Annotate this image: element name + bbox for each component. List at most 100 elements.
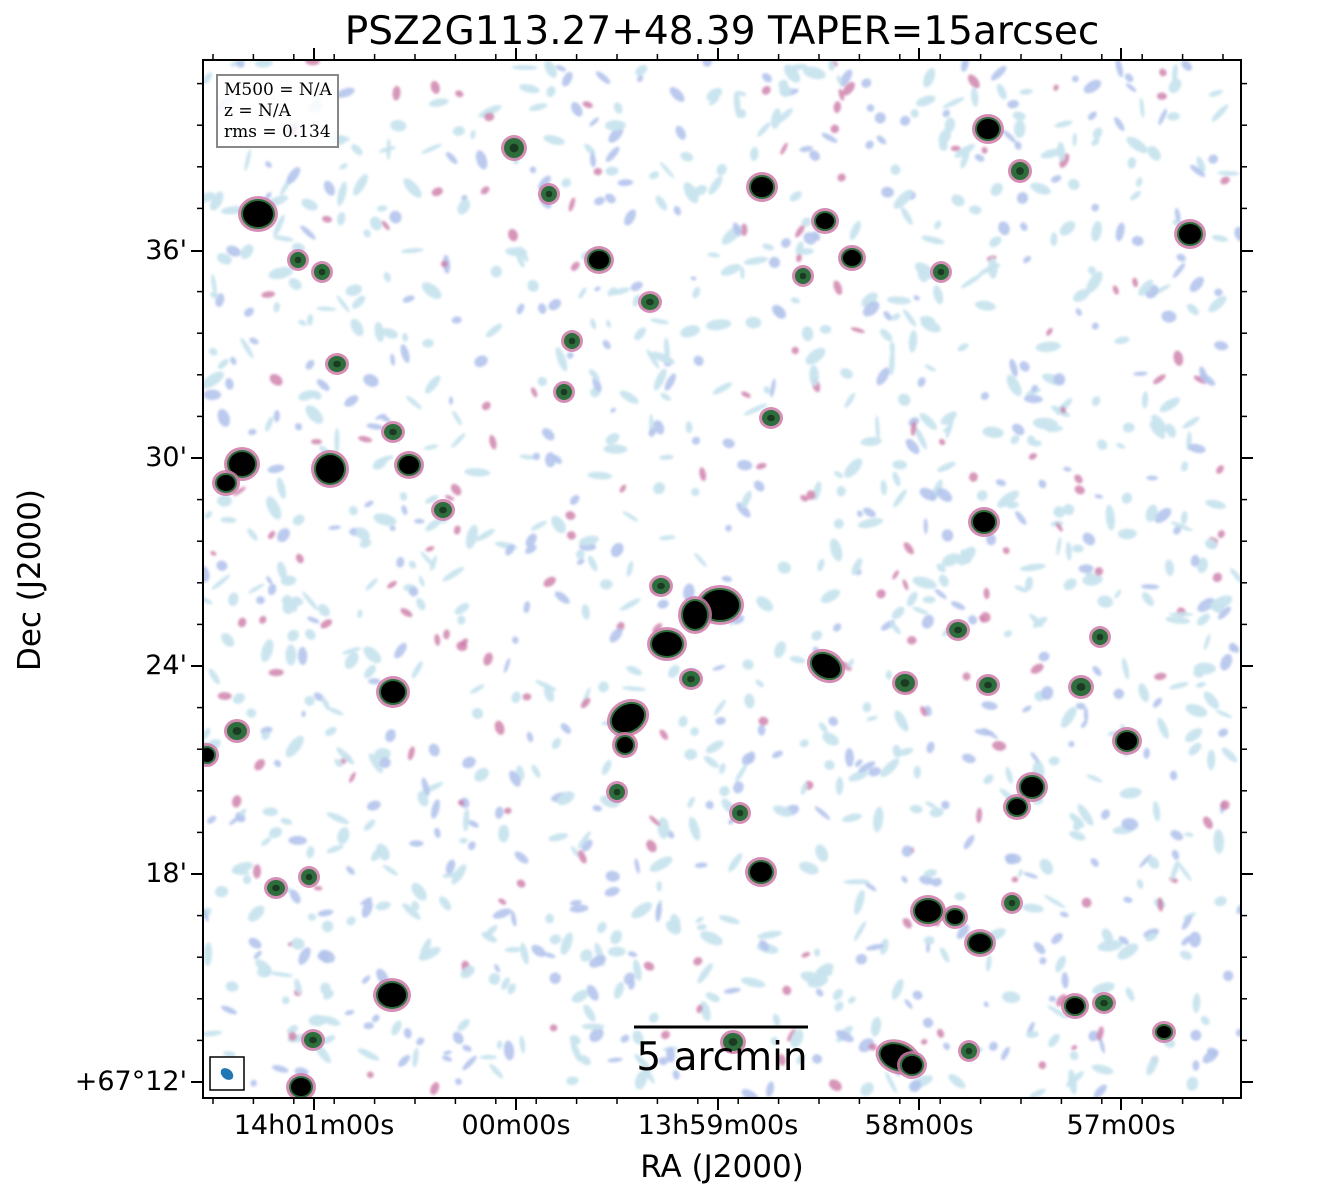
noise-blob <box>503 1040 515 1061</box>
noise-blob <box>744 693 755 709</box>
noise-blob <box>1038 479 1047 489</box>
noise-blob <box>1124 73 1134 83</box>
bright-source <box>897 1051 927 1079</box>
noise-blob <box>511 691 521 704</box>
noise-blob <box>976 490 988 501</box>
noise-blob <box>428 98 449 107</box>
noise-blob <box>1186 303 1199 316</box>
noise-blob <box>1086 271 1103 293</box>
noise-blob <box>581 1023 605 1030</box>
bright-source <box>286 1073 316 1098</box>
noise-blob <box>209 347 218 356</box>
noise-blob <box>613 102 623 114</box>
noise-blob <box>876 135 887 145</box>
noise-blob <box>1229 568 1241 584</box>
noise-blob <box>1088 1030 1099 1042</box>
noise-blob <box>920 318 941 333</box>
noise-blob <box>1170 860 1179 881</box>
noise-blob <box>1047 1005 1069 1019</box>
noise-blob <box>203 389 222 400</box>
faint-source <box>958 1040 980 1062</box>
faint-source <box>638 291 662 313</box>
noise-blob <box>983 587 990 600</box>
noise-blob <box>923 869 937 878</box>
noise-blob <box>313 885 323 891</box>
noise-blob <box>578 535 599 546</box>
faint-source <box>649 575 673 597</box>
noise-blob <box>457 199 471 215</box>
noise-blob <box>273 235 294 242</box>
noise-blob <box>474 355 488 368</box>
noise-blob <box>1192 993 1201 1013</box>
noise-blob <box>520 942 529 965</box>
noise-blob <box>261 291 276 298</box>
noise-blob <box>814 806 831 820</box>
noise-blob <box>1055 522 1063 532</box>
noise-blob <box>1170 521 1193 532</box>
noise-blob <box>740 266 745 280</box>
noise-blob <box>942 97 965 109</box>
noise-blob <box>1180 510 1188 525</box>
noise-blob <box>745 316 762 329</box>
noise-blob <box>1169 612 1193 617</box>
bright-source <box>394 451 424 479</box>
noise-blob <box>311 439 322 445</box>
noise-blob <box>440 260 448 268</box>
noise-blob <box>924 364 936 372</box>
noise-blob <box>812 1054 823 1064</box>
noise-blob <box>1132 277 1138 288</box>
noise-blob <box>300 225 316 240</box>
noise-blob <box>295 553 304 564</box>
noise-blob <box>1172 64 1178 83</box>
noise-blob <box>399 492 408 501</box>
noise-blob <box>1149 421 1166 439</box>
noise-blob <box>1013 119 1026 139</box>
noise-blob <box>603 444 628 454</box>
noise-blob <box>286 167 301 184</box>
noise-blob <box>723 987 741 994</box>
axis-ticks <box>191 48 1253 1110</box>
noise-blob <box>1024 576 1034 591</box>
noise-blob <box>322 215 332 223</box>
noise-blob <box>989 1041 998 1051</box>
noise-blob <box>684 748 698 761</box>
noise-blob <box>225 377 234 390</box>
noise-blob <box>430 80 440 94</box>
noise-blob <box>610 407 616 413</box>
noise-blob <box>498 824 510 843</box>
noise-blob <box>294 978 302 995</box>
noise-blob <box>216 253 232 265</box>
noise-blob <box>516 879 526 888</box>
noise-blob <box>757 122 771 137</box>
noise-blob <box>452 410 462 426</box>
noise-blob <box>833 101 842 113</box>
noise-blob <box>811 630 823 641</box>
noise-blob <box>261 837 272 846</box>
noise-blob <box>494 964 501 973</box>
noise-blob <box>627 951 638 958</box>
noise-blob <box>421 777 430 796</box>
noise-blob <box>1154 672 1167 681</box>
noise-blob <box>474 767 489 782</box>
noise-blob <box>318 603 330 617</box>
noise-blob <box>957 343 969 352</box>
noise-blob <box>485 323 503 338</box>
noise-blob <box>1218 728 1229 737</box>
noise-blob <box>648 1012 659 1023</box>
noise-blob <box>610 542 624 558</box>
noise-blob <box>809 150 820 161</box>
noise-blob <box>1153 374 1166 385</box>
noise-blob <box>626 665 643 676</box>
noise-blob <box>805 347 826 365</box>
noise-blob <box>828 60 835 71</box>
noise-blob <box>885 1071 897 1093</box>
noise-blob <box>801 952 811 958</box>
noise-blob <box>403 178 422 198</box>
noise-blob <box>526 731 534 743</box>
noise-blob <box>856 510 863 518</box>
noise-blob <box>1086 774 1103 783</box>
noise-blob <box>782 985 792 996</box>
noise-blob <box>758 716 769 726</box>
noise-blob <box>893 489 907 508</box>
noise-blob <box>1015 511 1027 525</box>
